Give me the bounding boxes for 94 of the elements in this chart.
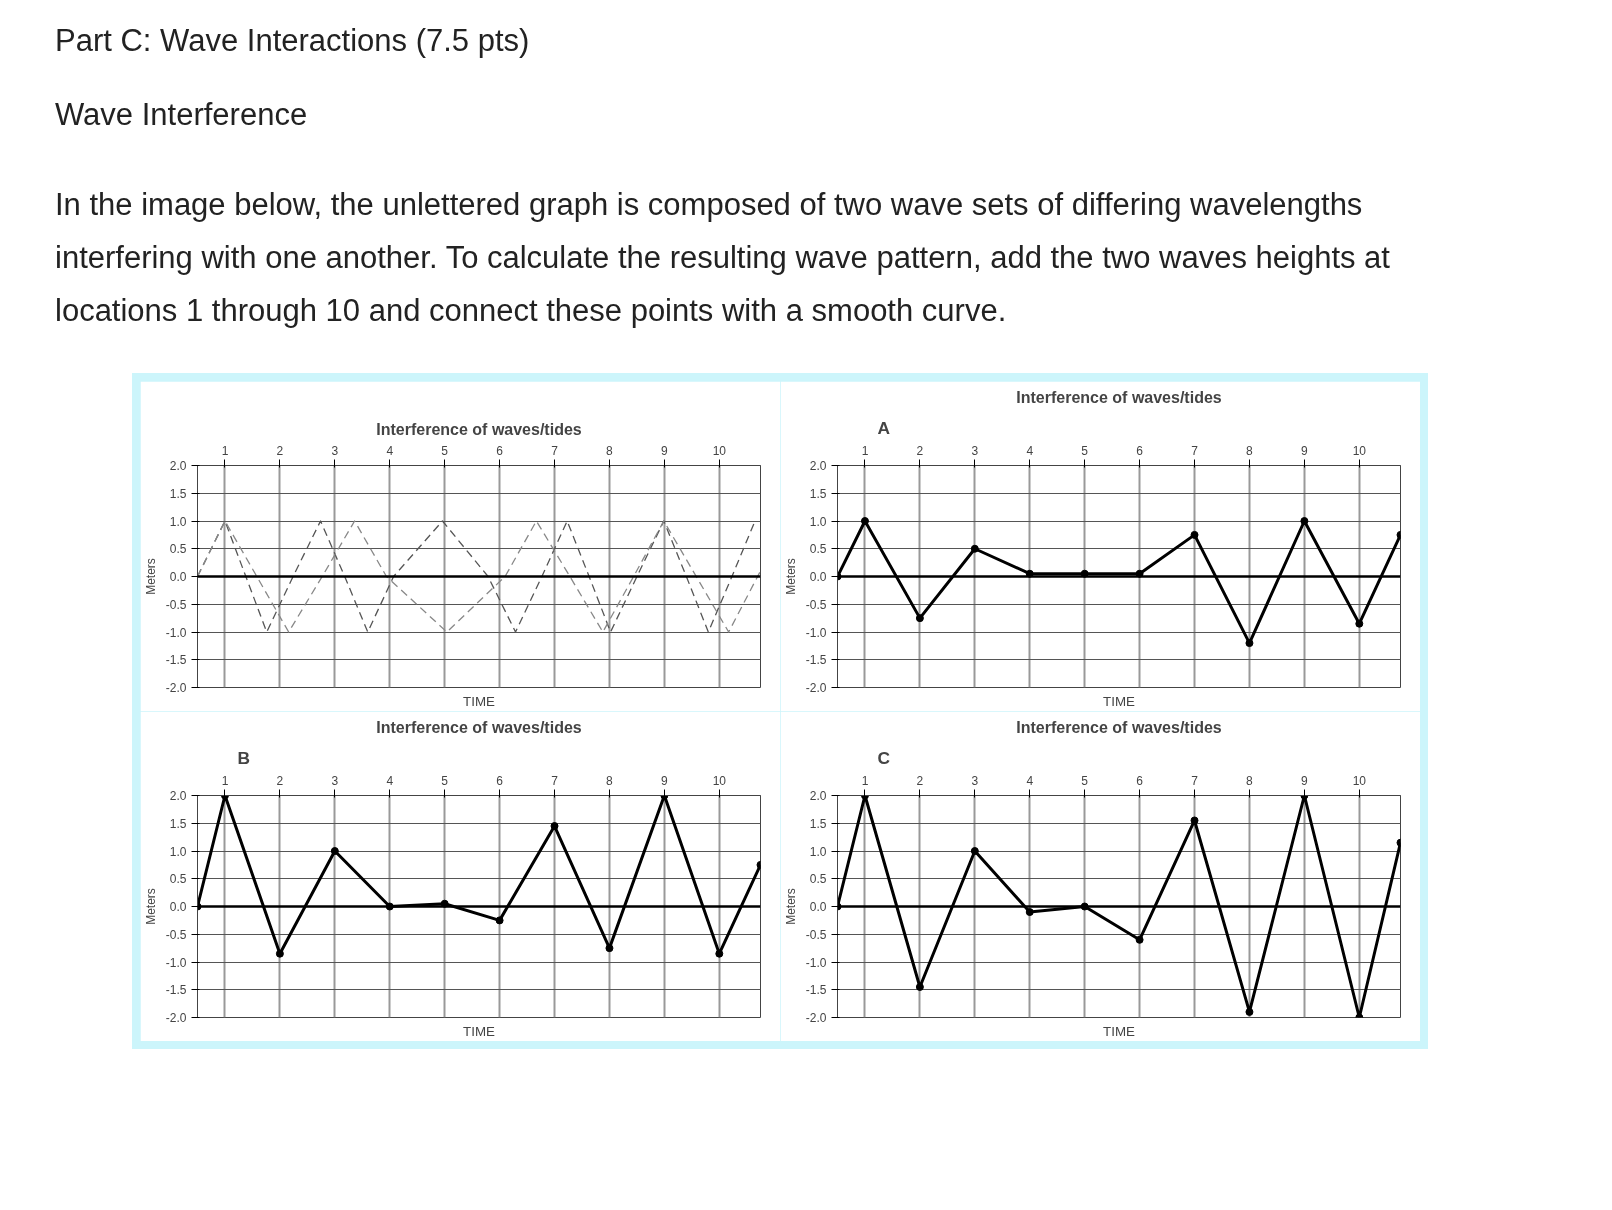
x-tick-label: 9 — [661, 443, 669, 457]
x-tick-label: 8 — [606, 443, 614, 457]
chart-title: Interference of waves/tides — [1016, 718, 1222, 735]
y-tick-label: -1.5 — [165, 652, 187, 667]
y-tick-label: -0.5 — [805, 927, 827, 942]
x-tick-label: 4 — [1026, 443, 1034, 457]
x-tick-label: 7 — [1191, 773, 1199, 787]
x-tick-label: 1 — [861, 773, 869, 787]
y-axis-title: Meters — [143, 557, 158, 595]
x-tick-label: 1 — [221, 443, 229, 457]
x-tick-label: 5 — [1081, 773, 1089, 787]
x-tick-label: 10 — [1352, 773, 1367, 787]
x-axis-title: TIME — [463, 693, 496, 708]
x-tick-label: 2 — [276, 443, 284, 457]
x-tick-label: 5 — [1081, 443, 1089, 457]
y-tick-label: -1.5 — [805, 652, 827, 667]
chart-title: Interference of waves/tides — [376, 718, 582, 735]
y-tick-label: 1.0 — [809, 844, 827, 858]
x-tick-label: 4 — [386, 773, 394, 787]
y-tick-label: -1.5 — [805, 982, 827, 997]
y-tick-label: 2.0 — [169, 458, 187, 473]
x-axis-title: TIME — [1103, 1023, 1136, 1038]
x-tick-label: 8 — [1246, 773, 1254, 787]
y-tick-label: -0.5 — [165, 597, 187, 612]
x-tick-label: 6 — [1136, 443, 1144, 457]
y-tick-label: 0.0 — [809, 569, 827, 584]
x-tick-label: 3 — [331, 773, 339, 787]
y-tick-label: -0.5 — [165, 927, 187, 942]
y-tick-label: 1.0 — [809, 514, 827, 528]
y-axis-title: Meters — [783, 887, 798, 925]
y-tick-label: 2.0 — [809, 458, 827, 473]
x-tick-label: 3 — [971, 773, 979, 787]
x-tick-label: 1 — [221, 773, 229, 787]
x-tick-label: 6 — [496, 773, 504, 787]
x-tick-label: 7 — [551, 443, 559, 457]
y-tick-label: -0.5 — [805, 597, 827, 612]
y-tick-label: -2.0 — [805, 1010, 827, 1025]
y-tick-label: 0.0 — [169, 569, 187, 584]
x-axis-title: TIME — [1103, 693, 1136, 708]
y-tick-label: 0.5 — [809, 871, 827, 886]
x-tick-label: 7 — [551, 773, 559, 787]
y-tick-label: -2.0 — [165, 1010, 187, 1025]
x-tick-label: 2 — [916, 443, 924, 457]
y-tick-label: 2.0 — [809, 788, 827, 803]
x-tick-label: 9 — [1301, 443, 1309, 457]
chart-title: Interference of waves/tides — [1016, 388, 1222, 405]
text: Part C: Wave Interactions (7.5 pts) — [55, 22, 531, 60]
x-tick-label: 9 — [661, 773, 669, 787]
y-tick-label: 1.0 — [169, 844, 187, 858]
y-tick-label: -2.0 — [165, 680, 187, 695]
y-tick-label: 0.5 — [169, 541, 187, 556]
x-tick-label: 2 — [916, 773, 924, 787]
x-tick-label: 10 — [712, 773, 727, 787]
text: A — [877, 417, 891, 437]
x-tick-label: 5 — [441, 443, 449, 457]
y-tick-label: -2.0 — [805, 680, 827, 695]
y-axis-title: Meters — [783, 557, 798, 595]
x-axis-title: TIME — [463, 1023, 496, 1038]
text: B — [237, 747, 251, 767]
x-tick-label: 3 — [971, 443, 979, 457]
y-tick-label: -1.0 — [805, 625, 827, 639]
x-tick-label: 4 — [1026, 773, 1034, 787]
y-tick-label: 1.0 — [169, 514, 187, 528]
text: C — [877, 747, 891, 767]
text: Wave Interference — [55, 96, 309, 135]
y-tick-label: 1.5 — [809, 486, 827, 501]
x-tick-label: 5 — [441, 773, 449, 787]
y-tick-label: 1.5 — [169, 486, 187, 501]
x-tick-label: 9 — [1301, 773, 1309, 787]
text: In the image below, the unlettered graph is composed of two wave sets of differing wavelengths interfering with one another. To calculate the resulting wave pattern, add the two waves heights at locations 1 through 10 and connect these points with a smooth curve. — [55, 185, 1391, 331]
y-tick-label: -1.0 — [165, 625, 187, 639]
y-tick-label: 0.0 — [809, 899, 827, 914]
x-tick-label: 7 — [1191, 443, 1199, 457]
y-tick-label: 0.0 — [169, 899, 187, 914]
y-tick-label: -1.0 — [165, 955, 187, 969]
y-tick-label: -1.0 — [805, 955, 827, 969]
chart-title: Interference of waves/tides — [376, 420, 582, 437]
y-tick-label: 2.0 — [169, 788, 187, 803]
x-tick-label: 8 — [606, 773, 614, 787]
y-tick-label: -1.5 — [165, 982, 187, 997]
y-axis-title: Meters — [143, 887, 158, 925]
x-tick-label: 6 — [1136, 773, 1144, 787]
x-tick-label: 2 — [276, 773, 284, 787]
x-tick-label: 10 — [712, 443, 727, 457]
x-tick-label: 4 — [386, 443, 394, 457]
y-tick-label: 0.5 — [809, 541, 827, 556]
y-tick-label: 1.5 — [809, 816, 827, 831]
x-tick-label: 6 — [496, 443, 504, 457]
x-tick-label: 8 — [1246, 443, 1254, 457]
y-tick-label: 0.5 — [169, 871, 187, 886]
y-tick-label: 1.5 — [169, 816, 187, 831]
x-tick-label: 10 — [1352, 443, 1367, 457]
x-tick-label: 3 — [331, 443, 339, 457]
x-tick-label: 1 — [861, 443, 869, 457]
